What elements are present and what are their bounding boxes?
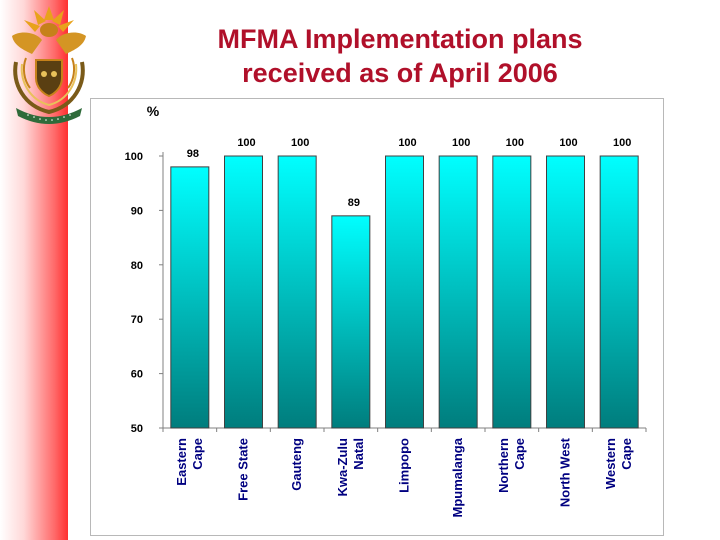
category-label: Limpopo — [397, 438, 412, 493]
y-tick-label: 50 — [131, 423, 143, 435]
bar — [546, 155, 585, 429]
category-label: Western Cape — [603, 438, 634, 489]
category-label-line: Cape — [190, 438, 205, 470]
category-label: Gauteng — [289, 438, 304, 491]
bar — [170, 166, 210, 429]
data-label: 100 — [613, 137, 631, 149]
y-tick-label: 60 — [131, 369, 143, 381]
bar — [492, 155, 532, 429]
bar — [385, 155, 424, 429]
bar — [224, 155, 263, 429]
bar — [438, 155, 478, 429]
category-label-line: Gauteng — [289, 438, 304, 491]
category-label: Kwa-Zulu Natal — [335, 438, 366, 497]
y-tick-label: 100 — [125, 151, 143, 163]
data-label: 100 — [506, 137, 524, 149]
bar — [331, 215, 371, 429]
category-label-line: Limpopo — [397, 438, 412, 493]
category-label-line: Free State — [236, 438, 251, 501]
data-label: 100 — [237, 137, 255, 149]
y-axis-label: % — [147, 103, 160, 119]
coat-of-arms-emblem — [12, 6, 86, 124]
category-label-line: Eastern — [174, 438, 189, 486]
data-label: 100 — [291, 137, 309, 149]
slide-title: MFMA Implementation plans received as of… — [100, 22, 700, 90]
bar — [277, 155, 317, 429]
category-label: Mpumalanga — [450, 437, 465, 517]
category-label: Free State — [236, 438, 251, 501]
category-label: Eastern Cape — [174, 438, 205, 486]
data-label: 100 — [398, 137, 416, 149]
data-label: 98 — [187, 148, 199, 160]
category-label-line: Natal — [351, 438, 366, 470]
data-label: 89 — [348, 197, 360, 209]
slide-title-line2: received as of April 2006 — [242, 58, 558, 88]
category-label-line: North West — [558, 437, 573, 507]
category-label-line: Kwa-Zulu — [335, 438, 350, 497]
data-label: 100 — [559, 137, 577, 149]
category-label-line: Cape — [512, 438, 527, 470]
slide-title-line1: MFMA Implementation plans — [217, 24, 583, 54]
category-label: Northern Cape — [496, 438, 527, 493]
y-tick-label: 80 — [131, 260, 143, 272]
category-label-line: Northern — [496, 438, 511, 493]
bar — [599, 155, 639, 429]
y-tick-label: 90 — [131, 205, 143, 217]
category-label-line: Mpumalanga — [450, 437, 465, 517]
category-label: North West — [558, 437, 573, 507]
data-label: 100 — [452, 137, 470, 149]
y-tick-label: 70 — [131, 314, 143, 326]
category-label-line: Western — [603, 438, 618, 489]
category-label-line: Cape — [619, 438, 634, 470]
